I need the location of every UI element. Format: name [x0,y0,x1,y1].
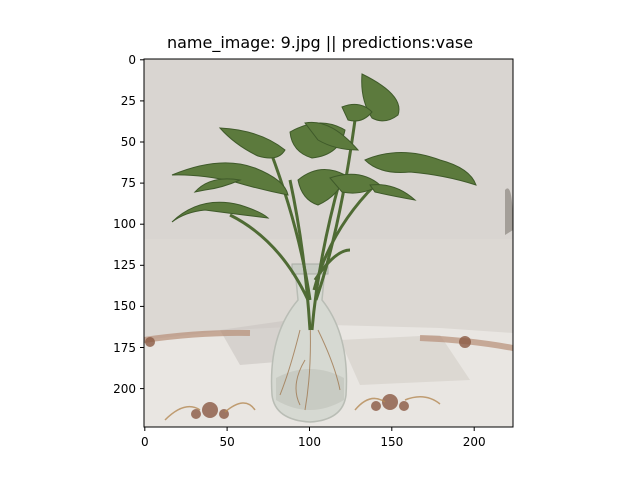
y-axis: 0 25 50 75 100 125 150 175 200 [113,53,144,396]
y-tick-label: 75 [121,176,136,190]
y-tick-label: 175 [113,341,136,355]
x-axis: 0 50 100 150 200 [141,427,486,449]
y-tick-label: 150 [113,299,136,313]
plant-stems [229,119,377,331]
y-tick-label: 50 [121,135,136,149]
vase [270,263,348,423]
figure-title: name_image: 9.jpg || predictions:vase [166,33,474,52]
x-tick-label: 100 [298,435,321,449]
y-tick-label: 100 [113,217,136,231]
x-tick-label: 150 [380,435,403,449]
photo-image [143,58,514,428]
y-tick-label: 0 [128,53,136,67]
plant-leaves [171,73,477,223]
y-tick-label: 25 [121,94,136,108]
x-tick-label: 50 [219,435,234,449]
x-tick-label: 0 [141,435,149,449]
x-tick-label: 200 [463,435,486,449]
y-tick-label: 125 [113,258,136,272]
y-tick-label: 200 [113,382,136,396]
